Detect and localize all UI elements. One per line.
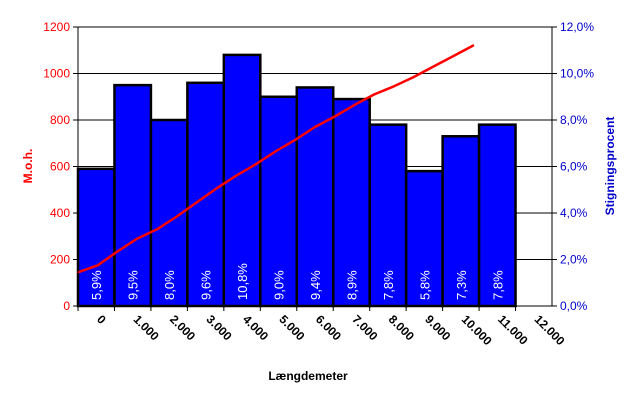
left-tick-label: 200 (50, 253, 70, 267)
left-axis-title: M.o.h. (21, 149, 35, 184)
bar (404, 169, 444, 308)
left-tick-label: 1200 (43, 20, 70, 34)
right-tick-label: 12,0% (560, 20, 594, 34)
left-tick-label: 600 (50, 160, 70, 174)
x-tick-label: 9.000 (422, 312, 453, 343)
right-axis-ticks: 0,0% 2,0% 4,0% 6,0% 8,0% 10,0% 12,0% (552, 20, 594, 313)
left-axis-ticks: 0 200 400 600 800 1000 1200 (43, 20, 78, 313)
bar-label: 10,8% (235, 263, 250, 300)
right-tick-label: 6,0% (560, 160, 588, 174)
x-tick-label: 2.000 (167, 312, 198, 343)
x-tick-label: 4.000 (240, 312, 271, 343)
x-axis-ticks: 0 1.000 2.000 3.000 4.000 5.000 6.000 7.000 8.00… (77, 306, 568, 348)
right-tick-label: 8,0% (560, 113, 588, 127)
bar (331, 97, 371, 308)
x-tick-label: 11.000 (495, 312, 531, 348)
bar-label: 8,9% (344, 270, 359, 300)
x-tick-label: 12.000 (532, 312, 568, 348)
x-tick-label: 7.000 (349, 312, 380, 343)
x-tick-label: 6.000 (313, 312, 344, 343)
bar-label: 7,8% (490, 270, 505, 300)
bar (295, 86, 335, 308)
left-tick-label: 1000 (43, 67, 70, 81)
x-tick-label: 0 (94, 312, 109, 327)
bar-label: 7,8% (381, 270, 396, 300)
bar-value-labels: 5,9% 9,5% 8,0% 9,6% 10,8% 9,0% 9,4% 8,9% 7,8% 5,8… (89, 263, 505, 300)
right-tick-label: 10,0% (560, 67, 594, 81)
left-tick-label: 800 (50, 113, 70, 127)
elevation-line (76, 44, 475, 274)
bar-label: 5,9% (89, 270, 104, 300)
left-tick-label: 0 (63, 299, 70, 313)
bar-label: 7,3% (454, 270, 469, 300)
right-tick-label: 4,0% (560, 206, 588, 220)
gradient-bars (76, 53, 517, 308)
x-tick-label: 1.000 (131, 312, 162, 343)
right-tick-label: 2,0% (560, 253, 588, 267)
bar-label: 8,0% (162, 270, 177, 300)
x-tick-label: 5.000 (276, 312, 307, 343)
bar (477, 123, 517, 308)
right-axis-title: Stigningsprocent (603, 117, 617, 216)
bar-label: 5,8% (417, 270, 432, 300)
x-tick-label: 10.000 (459, 312, 495, 348)
x-tick-label: 8.000 (386, 312, 417, 343)
left-tick-label: 400 (50, 206, 70, 220)
right-tick-label: 0,0% (560, 299, 588, 313)
bar-label: 9,0% (272, 270, 287, 300)
x-axis-title: Længdemeter (268, 369, 348, 383)
bar-label: 9,6% (199, 270, 214, 300)
elevation-series-line (76, 44, 475, 274)
bar (259, 95, 299, 308)
bar-label: 9,5% (126, 270, 141, 300)
bar-label: 9,4% (308, 270, 323, 300)
x-tick-label: 3.000 (203, 312, 234, 343)
